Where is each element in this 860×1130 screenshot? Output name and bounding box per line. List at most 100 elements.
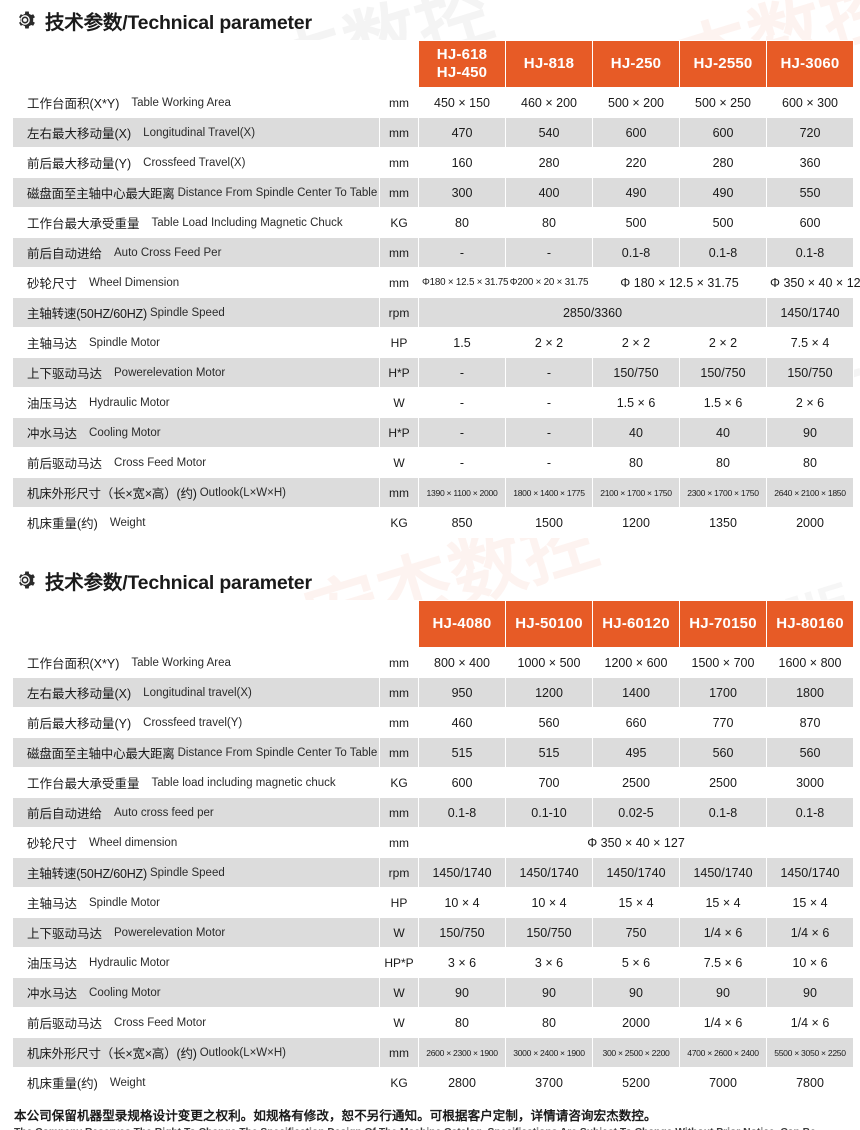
row-value: - <box>506 448 592 477</box>
table-body: 工作台面积(X*Y) Table Working Area mm 450 × 150 4… <box>13 88 860 537</box>
row-value: 280 <box>680 148 766 177</box>
row-value: 1200 × 600 <box>593 648 679 677</box>
row-label-cn: 工作台面积(X*Y) <box>27 97 120 111</box>
row-unit: W <box>380 1008 418 1037</box>
row-value: 1/4 × 6 <box>680 918 766 947</box>
row-label-en: Cooling Motor <box>89 986 161 999</box>
header-specification-cn: 技术参数及规格 <box>143 608 249 625</box>
row-unit: rpm <box>380 298 418 327</box>
section-title-en: Technical parameter <box>127 571 312 594</box>
row-value: 2000 <box>593 1008 679 1037</box>
row-unit: H*P <box>380 358 418 387</box>
header-model-4: HJ-70150 <box>680 601 766 647</box>
row-label-cn: 工作台面积(X*Y) <box>27 657 120 671</box>
row-label-en: Distance From Spindle Center To Table <box>177 746 378 759</box>
row-value: 1500 × 700 <box>680 648 766 677</box>
row-value: Φ200 × 20 × 31.75 <box>506 268 592 297</box>
row-value: 80 <box>506 1008 592 1037</box>
row-label: 主轴马达 Spindle Motor <box>13 328 379 357</box>
row-label-cn: 砂轮尺寸 <box>27 837 78 851</box>
row-label: 主轴转速(50HZ/60HZ) Spindle Speed <box>13 858 379 887</box>
row-value: 2100 × 1700 × 1750 <box>593 478 679 507</box>
row-label-en: Spindle Speed <box>149 306 225 319</box>
row-value: 495 <box>593 738 679 767</box>
row-value: 0.1-8 <box>593 238 679 267</box>
row-label-cn: 前后驱动马达 <box>27 457 103 471</box>
row-value: 2600 × 2300 × 1900 <box>419 1038 505 1067</box>
row-value: 1/4 × 6 <box>680 1008 766 1037</box>
row-unit: W <box>380 448 418 477</box>
row-unit: mm <box>380 828 418 857</box>
row-value: 470 <box>419 118 505 147</box>
table-row: 机床重量(约) Weight KG 2800 3700 5200 7000 7800 <box>13 1068 853 1097</box>
header-model-line1: HJ-250 <box>610 55 662 73</box>
table-row: 机床外形尺寸（长×宽×高）(约) Outlook(L×W×H) mm 1390 × 1… <box>13 478 853 507</box>
row-value: 90 <box>767 978 853 1007</box>
row-unit: HP <box>380 888 418 917</box>
row-label-cn: 上下驱动马达 <box>27 367 103 381</box>
spec-table-1: 技术参数及规格 SPECIFICATION 单位 UNIT HJ-618 HJ-4… <box>12 40 860 538</box>
row-label-cn: 主轴转速(50HZ/60HZ) <box>27 307 147 321</box>
table-row: 上下驱动马达 Powerelevation Motor H*P - -150/750 15… <box>13 358 853 387</box>
row-label-cn: 砂轮尺寸 <box>27 277 78 291</box>
row-label: 前后自动进给 Auto cross feed per <box>13 798 379 827</box>
row-value: 80 <box>506 208 592 237</box>
row-value: 10 × 4 <box>419 888 505 917</box>
row-label-en: Auto cross feed per <box>114 806 214 819</box>
header-model-1: HJ-618 HJ-450 <box>419 41 505 87</box>
table-row: 主轴马达 Spindle Motor HP 10 × 4 10 × 4 15 × 4 15 … <box>13 888 853 917</box>
row-value: Φ 350 × 40 × 127 <box>419 828 853 857</box>
row-unit: mm <box>380 478 418 507</box>
row-label-en: Wheel dimension <box>89 836 178 849</box>
row-value: 460 <box>419 708 505 737</box>
footer-disclaimer: 本公司保留机器型录规格设计变更之权利。如规格有修改，恕不另行通知。可根据客户定制… <box>12 1098 848 1130</box>
row-value: 1800 <box>767 678 853 707</box>
header-model-1: HJ-4080 <box>419 601 505 647</box>
row-label-en: Distance From Spindle Center To Table <box>177 186 378 199</box>
row-value: 40 <box>680 418 766 447</box>
table-header: 技术参数及规格 SPECIFICATION 单位 UNIT HJ-618 HJ-4… <box>13 41 853 87</box>
row-label-cn: 上下驱动马达 <box>27 927 103 941</box>
row-label-en: Spindle Speed <box>149 866 225 879</box>
row-label-en: Powerelevation Motor <box>114 926 226 939</box>
row-value: 490 <box>593 178 679 207</box>
header-unit-cn: 单位 <box>385 609 413 625</box>
header-specification-cn: 技术参数及规格 <box>143 48 249 65</box>
row-unit: mm <box>380 88 418 117</box>
row-label: 机床重量(约) Weight <box>13 508 379 537</box>
row-value: Φ 350 × 40 × 127 <box>767 268 860 297</box>
row-value: 600 <box>767 208 853 237</box>
row-value: 90 <box>419 978 505 1007</box>
row-value: 500 <box>593 208 679 237</box>
header-model-line1: HJ-60120 <box>602 615 670 633</box>
table-row: 工作台最大承受重量 Table Load Including Magnetic C… <box>13 208 853 237</box>
row-value: 300 × 2500 × 2200 <box>593 1038 679 1067</box>
row-label-cn: 前后最大移动量(Y) <box>27 157 132 171</box>
header-unit-cn: 单位 <box>385 49 413 65</box>
section-spacer <box>12 538 848 560</box>
row-unit: mm <box>380 148 418 177</box>
row-value: 15 × 4 <box>680 888 766 917</box>
row-label-en: Hydraulic Motor <box>89 956 170 969</box>
row-label-en: Outlook(L×W×H) <box>199 1046 287 1059</box>
table-row: 工作台面积(X*Y) Table Working Area mm 450 × 150 4… <box>13 88 853 117</box>
header-model-line1: HJ-80160 <box>776 615 844 633</box>
row-value: 515 <box>506 738 592 767</box>
row-label-en: Auto Cross Feed Per <box>114 246 222 259</box>
row-value: 1.5 × 6 <box>680 388 766 417</box>
table-row: 前后最大移动量(Y) Crossfeed Travel(X) mm 160 280 220… <box>13 148 853 177</box>
row-value: - <box>419 448 505 477</box>
spec-table-2: 技术参数及规格 SPECIFICATION 单位 UNIT HJ-4080 HJ-… <box>12 600 854 1098</box>
row-value: 7000 <box>680 1068 766 1097</box>
row-value: 10 × 6 <box>767 948 853 977</box>
row-unit: mm <box>380 648 418 677</box>
row-value: 2 × 2 <box>506 328 592 357</box>
row-label-cn: 油压马达 <box>27 957 78 971</box>
footer-text-en-line1: The Company Reserves The Right To Change… <box>14 1126 846 1130</box>
row-value: 515 <box>419 738 505 767</box>
row-value: 490 <box>680 178 766 207</box>
row-label: 前后最大移动量(Y) Crossfeed Travel(X) <box>13 148 379 177</box>
